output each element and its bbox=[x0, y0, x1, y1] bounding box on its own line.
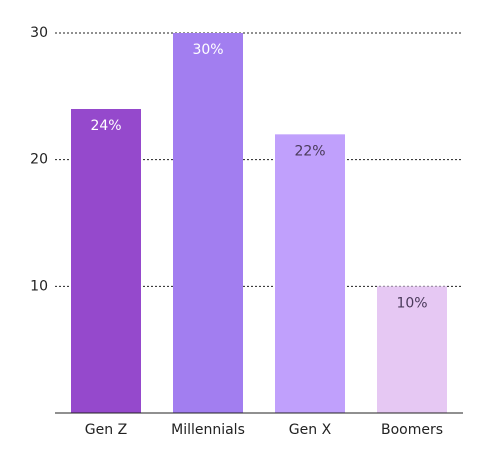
bar bbox=[71, 109, 141, 413]
data-label: 22% bbox=[294, 143, 325, 159]
data-label: 30% bbox=[192, 42, 223, 58]
y-tick-label: 30 bbox=[30, 25, 48, 41]
data-label: 24% bbox=[90, 118, 121, 134]
bar bbox=[275, 134, 345, 414]
x-tick-label: Gen Z bbox=[85, 422, 127, 438]
x-tick-label: Boomers bbox=[381, 422, 443, 438]
y-tick-label: 20 bbox=[30, 152, 48, 168]
x-tick-label: Gen X bbox=[289, 422, 332, 438]
y-tick-label: 10 bbox=[30, 278, 48, 294]
bar bbox=[377, 286, 447, 413]
bar bbox=[173, 33, 243, 413]
data-label: 10% bbox=[396, 295, 427, 311]
x-tick-label: Millennials bbox=[171, 422, 245, 438]
